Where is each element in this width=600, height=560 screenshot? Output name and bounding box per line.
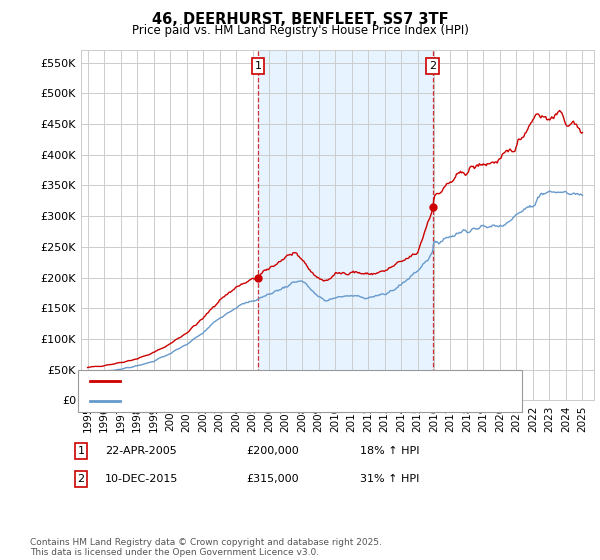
Text: £315,000: £315,000 bbox=[246, 474, 299, 484]
Text: 46, DEERHURST, BENFLEET, SS7 3TF: 46, DEERHURST, BENFLEET, SS7 3TF bbox=[152, 12, 448, 27]
Text: Price paid vs. HM Land Registry's House Price Index (HPI): Price paid vs. HM Land Registry's House … bbox=[131, 24, 469, 36]
Text: 10-DEC-2015: 10-DEC-2015 bbox=[105, 474, 178, 484]
Text: 46, DEERHURST, BENFLEET, SS7 3TF (semi-detached house): 46, DEERHURST, BENFLEET, SS7 3TF (semi-d… bbox=[126, 376, 457, 386]
Text: 1: 1 bbox=[254, 61, 262, 71]
Text: Contains HM Land Registry data © Crown copyright and database right 2025.
This d: Contains HM Land Registry data © Crown c… bbox=[30, 538, 382, 557]
Text: 2: 2 bbox=[429, 61, 436, 71]
Text: 18% ↑ HPI: 18% ↑ HPI bbox=[360, 446, 419, 456]
Text: 1: 1 bbox=[77, 446, 85, 456]
Text: 22-APR-2005: 22-APR-2005 bbox=[105, 446, 177, 456]
Text: 31% ↑ HPI: 31% ↑ HPI bbox=[360, 474, 419, 484]
Text: HPI: Average price, semi-detached house, Castle Point: HPI: Average price, semi-detached house,… bbox=[126, 396, 423, 406]
Bar bbox=[258, 50, 433, 400]
Text: 2: 2 bbox=[77, 474, 85, 484]
Text: £200,000: £200,000 bbox=[246, 446, 299, 456]
